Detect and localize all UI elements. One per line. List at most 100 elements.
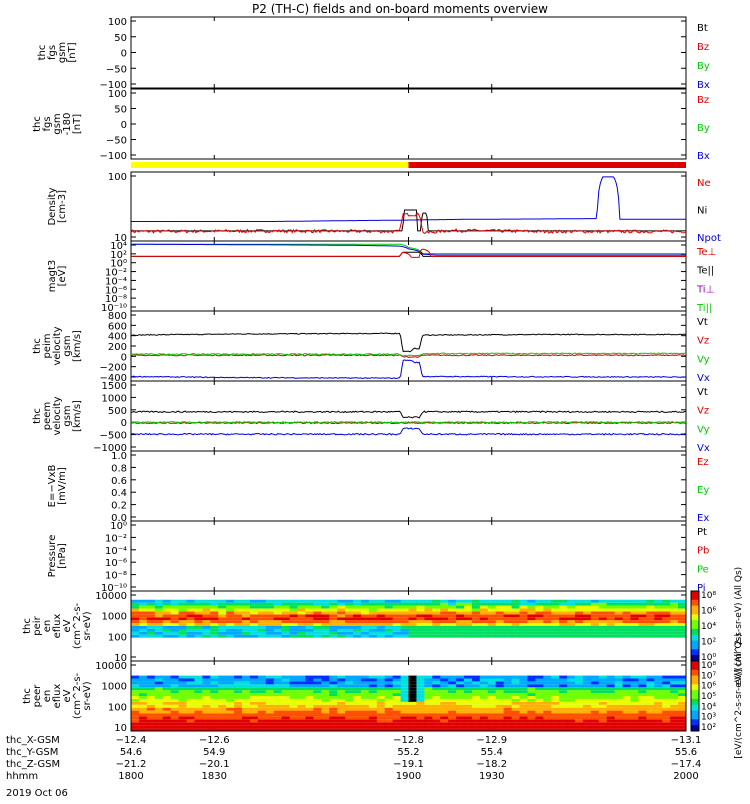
heatmap-cell [297, 725, 306, 729]
heatmap-cell [590, 725, 600, 729]
colorbar-swatch [691, 728, 699, 732]
heatmap-cell [305, 611, 314, 615]
y-axis-label: thc [22, 618, 33, 634]
heatmap-cell [559, 693, 568, 696]
colorbar-swatch [691, 666, 699, 671]
heatmap-cell [527, 690, 536, 694]
heatmap-cell [448, 614, 457, 618]
heatmap-cell [186, 602, 195, 606]
heatmap-cell [289, 605, 298, 609]
heatmap-cell [392, 719, 402, 723]
heatmap-cell [638, 684, 647, 688]
heatmap-cell [424, 698, 433, 702]
heatmap-cell [630, 631, 639, 635]
heatmap-cell [678, 719, 687, 723]
heatmap-cell [353, 690, 362, 694]
heatmap-cell [511, 713, 520, 717]
heatmap-cell [535, 614, 544, 618]
heatmap-cell [543, 687, 552, 691]
heatmap-cell [464, 687, 473, 691]
heatmap-cell [511, 704, 520, 708]
heatmap-cell [551, 693, 560, 696]
heatmap-cell [471, 725, 481, 729]
heatmap-cell [257, 722, 267, 726]
heatmap-cell [138, 716, 148, 720]
y-tick-label: 10⁻¹⁰ [101, 583, 127, 594]
heatmap-cell [464, 684, 473, 688]
heatmap-cell [654, 626, 663, 629]
heatmap-cell [567, 698, 576, 702]
heatmap-cell [598, 696, 608, 699]
heatmap-cell [289, 608, 298, 612]
heatmap-cell [543, 631, 552, 635]
heatmap-cell [630, 684, 639, 688]
heatmap-cell [392, 693, 402, 696]
heatmap-cell [622, 605, 631, 609]
heatmap-cell [654, 698, 663, 702]
heatmap-cell [479, 707, 489, 711]
heatmap-cell [424, 617, 433, 621]
heatmap-cell [670, 687, 679, 691]
heatmap-cell [630, 719, 639, 723]
heatmap-cell [178, 678, 187, 682]
heatmap-cell [400, 698, 409, 702]
heatmap-cell [186, 684, 195, 688]
heatmap-cell [630, 690, 639, 694]
heatmap-cell [321, 684, 330, 688]
heatmap-cell [678, 684, 687, 688]
heatmap-cell [598, 628, 608, 632]
heatmap-cell [511, 701, 520, 705]
heatmap-cell [606, 626, 616, 629]
heatmap-cell [281, 678, 291, 682]
heatmap-cell [273, 684, 283, 688]
heatmap-cell [392, 675, 402, 679]
heatmap-cell [559, 701, 568, 705]
heatmap-cell [670, 722, 679, 726]
heatmap-cell [424, 626, 433, 629]
heatmap-cell [559, 690, 568, 694]
heatmap-cell [495, 722, 505, 726]
heatmap-cell [535, 605, 544, 609]
y-tick-label: 10 [114, 723, 127, 734]
heatmap-cell [337, 628, 346, 632]
heatmap-cell [567, 617, 576, 621]
heatmap-cell [527, 713, 536, 717]
y-axis-label: gsm [62, 405, 73, 426]
heatmap-cell [273, 716, 283, 720]
heatmap-cell [321, 614, 330, 618]
heatmap-cell [345, 628, 354, 632]
legend-entry: Ti⊥ [696, 284, 714, 295]
heatmap-cell [503, 719, 513, 723]
heatmap-cell [408, 614, 417, 618]
heatmap-cell [281, 634, 291, 638]
x-axis-tick-value: −13.1 [671, 735, 702, 746]
heatmap-cell [289, 631, 298, 635]
heatmap-cell [305, 725, 314, 729]
x-axis-tick-value: 54.6 [120, 747, 142, 758]
heatmap-cell [662, 626, 671, 629]
heatmap-cell [456, 631, 465, 635]
heatmap-cell [535, 728, 544, 731]
heatmap-cell [519, 678, 528, 682]
heatmap-cell [329, 608, 338, 612]
heatmap-cell [392, 617, 402, 621]
heatmap-cell [218, 605, 227, 609]
heatmap-cell [622, 719, 631, 723]
heatmap-cell [598, 631, 608, 635]
heatmap-cell [305, 617, 314, 621]
heatmap-cell [234, 608, 243, 612]
heatmap-cell [297, 631, 306, 635]
heatmap-cell [527, 617, 536, 621]
heatmap-cell [503, 599, 513, 603]
heatmap-cell [178, 611, 187, 615]
y-axis-label: thc [37, 45, 48, 61]
heatmap-cell [432, 678, 441, 682]
heatmap-cell [392, 611, 402, 615]
heatmap-cell [638, 628, 647, 632]
heatmap-cell [337, 710, 346, 714]
heatmap-cell [535, 713, 544, 717]
heatmap-cell [543, 710, 552, 714]
heatmap-cell [289, 693, 298, 696]
heatmap-cell [440, 605, 449, 609]
heatmap-cell [131, 701, 140, 705]
